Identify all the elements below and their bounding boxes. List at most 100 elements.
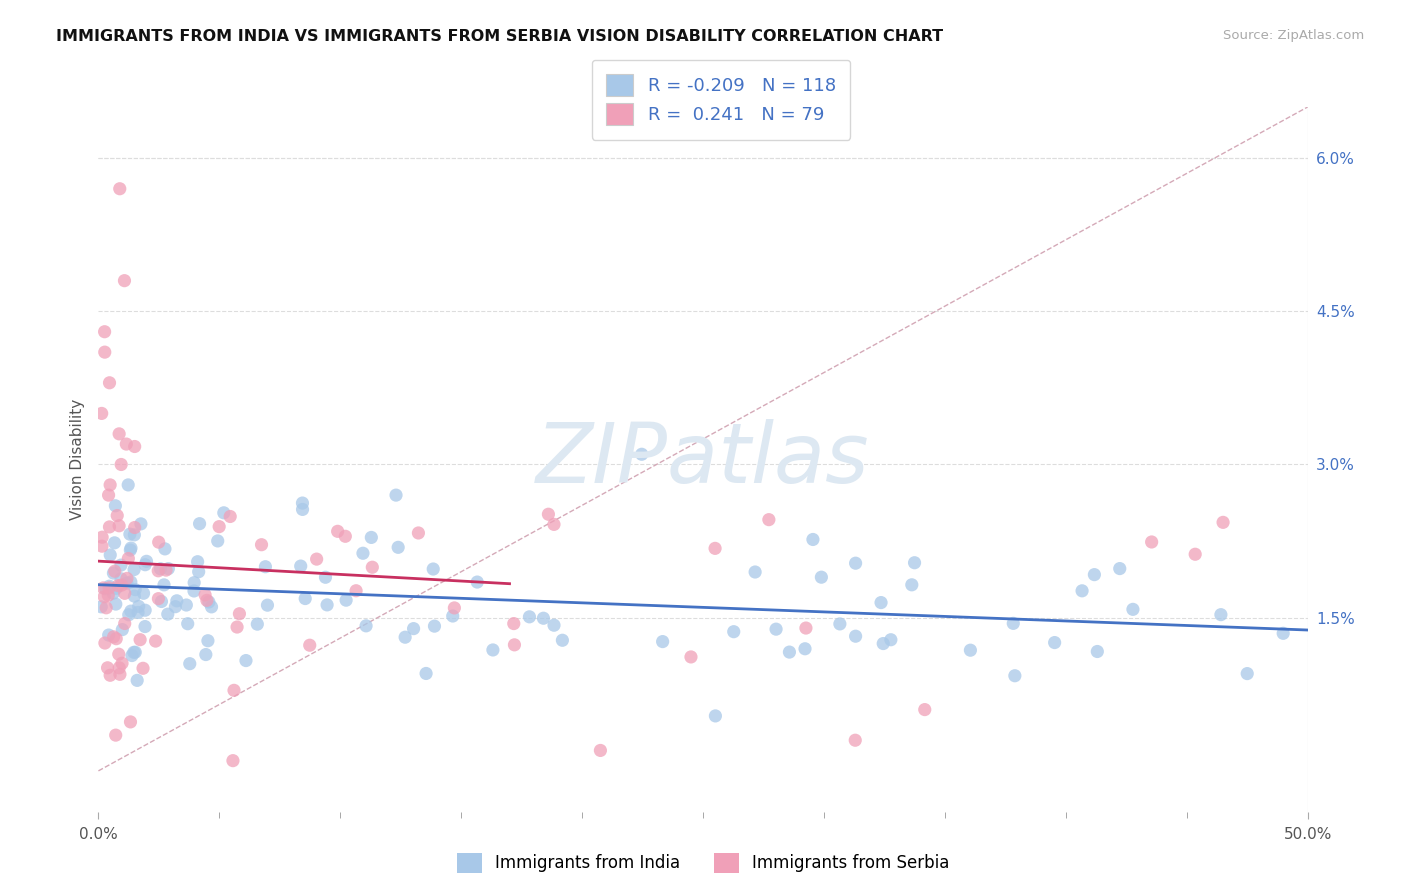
Point (704, 709, 727, 723)
Point (1122, 602, 1144, 616)
Point (503, 638, 526, 652)
Point (208, 519, 231, 533)
Point (148, 535, 170, 549)
Point (127, 673, 149, 688)
Point (443, 601, 465, 615)
Point (129, 516, 152, 531)
Point (91, 530, 114, 544)
Point (97, 661, 120, 675)
Point (117, 478, 139, 492)
Point (148, 591, 170, 606)
Point (630, 447, 652, 461)
Point (108, 518, 131, 533)
Point (90, 406, 112, 420)
Point (110, 558, 132, 573)
Point (415, 666, 437, 681)
Point (828, 616, 851, 631)
Point (187, 565, 209, 579)
Point (1140, 535, 1163, 549)
Point (200, 599, 222, 614)
Point (117, 551, 139, 566)
Point (901, 578, 924, 592)
Point (153, 578, 176, 592)
Point (108, 667, 131, 681)
Point (104, 499, 127, 513)
Point (870, 596, 893, 610)
Point (121, 648, 143, 663)
Point (114, 586, 136, 600)
Point (1209, 607, 1232, 622)
Point (110, 458, 132, 472)
Point (256, 598, 278, 612)
Point (114, 616, 136, 631)
Point (187, 555, 209, 569)
Point (134, 603, 156, 617)
Point (387, 541, 409, 555)
Point (801, 533, 824, 547)
Point (352, 546, 374, 560)
Point (132, 661, 155, 675)
Point (679, 649, 702, 664)
Point (543, 517, 565, 532)
Point (335, 593, 357, 607)
Point (765, 622, 787, 636)
Point (212, 506, 235, 520)
Point (551, 633, 574, 648)
Point (122, 563, 145, 577)
Point (810, 570, 832, 584)
Point (153, 541, 176, 556)
Point (294, 591, 316, 606)
Point (903, 556, 925, 570)
Point (219, 509, 242, 524)
Point (326, 524, 349, 539)
Point (316, 598, 339, 612)
Point (250, 538, 273, 552)
Point (124, 520, 146, 534)
Point (1004, 669, 1026, 683)
Point (104, 597, 127, 611)
Point (344, 583, 367, 598)
Point (134, 558, 156, 572)
Point (1085, 644, 1108, 658)
Point (194, 648, 217, 662)
Point (111, 657, 134, 671)
Point (465, 575, 488, 590)
Point (103, 566, 125, 580)
Point (157, 562, 180, 576)
Point (132, 586, 155, 600)
Point (94, 582, 117, 596)
Point (197, 633, 219, 648)
Point (107, 647, 129, 661)
Point (120, 543, 142, 558)
Point (1043, 635, 1066, 649)
Point (104, 728, 127, 742)
Point (1083, 567, 1105, 582)
Point (98, 520, 121, 534)
Point (195, 593, 218, 607)
Point (246, 617, 269, 632)
Point (124, 528, 146, 542)
Point (97, 488, 120, 502)
Point (844, 733, 866, 747)
Point (91, 539, 114, 553)
Point (778, 645, 800, 659)
Point (115, 437, 138, 451)
Point (118, 607, 141, 622)
Point (723, 624, 745, 639)
Point (93, 590, 115, 604)
Point (156, 607, 179, 622)
Point (235, 654, 257, 668)
Point (98, 579, 121, 593)
Point (845, 629, 868, 643)
Point (110, 572, 132, 586)
Point (354, 619, 377, 633)
Point (335, 529, 357, 543)
Point (360, 530, 382, 544)
Point (103, 630, 125, 644)
Point (519, 610, 541, 624)
Text: Source: ZipAtlas.com: Source: ZipAtlas.com (1223, 29, 1364, 42)
Point (394, 630, 416, 644)
Point (105, 508, 128, 523)
Point (589, 743, 612, 757)
Point (423, 619, 446, 633)
